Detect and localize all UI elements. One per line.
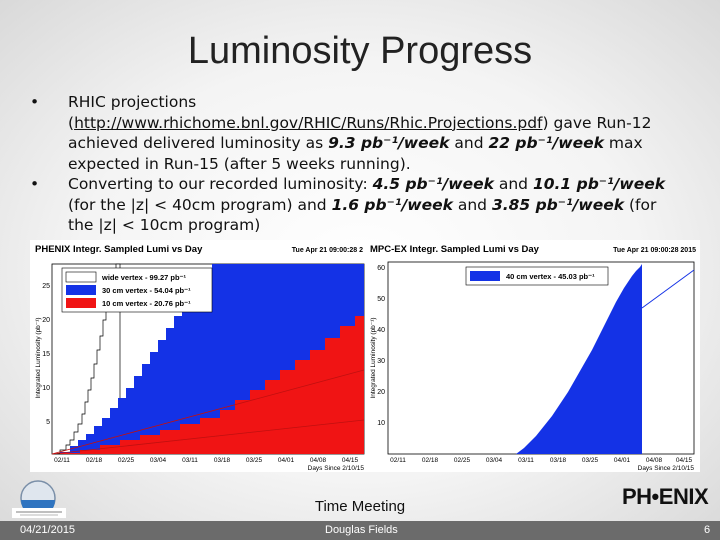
x-tick-label: 02/18 (422, 457, 439, 464)
x-tick-label: 03/18 (550, 457, 567, 464)
bullet-dot: • (30, 93, 40, 111)
y-tick-label: 50 (377, 296, 385, 303)
y-axis-label: Integrated Luminosity (pb⁻¹) (35, 317, 42, 398)
emphasis-value: 1.6 pb⁻¹/week (331, 195, 453, 214)
y-tick-label: 20 (377, 389, 385, 396)
y-tick-label: 5 (46, 419, 50, 426)
x-tick-label: 04/01 (278, 457, 295, 464)
bullet-text: (for the |z| < 10cm program) (68, 195, 657, 235)
mpcex-lumi-svg: MPC-EX Integr. Sampled Lumi vs Day Tue A… (366, 240, 700, 472)
y-tick-label: 25 (42, 283, 50, 290)
emphasis-value: 4.5 pb⁻¹/week (372, 175, 494, 193)
x-tick-label: 04/01 (614, 457, 631, 464)
x-tick-label: 04/08 (646, 457, 663, 464)
series-10cm-vertex-area (52, 316, 364, 454)
bullet-text: and (493, 175, 533, 193)
x-tick-label: 03/25 (582, 457, 599, 464)
bullet-list: • RHIC projections (http://www.rhichome.… (30, 92, 680, 236)
x-tick-label: 03/11 (518, 457, 534, 464)
projections-link[interactable]: http://www.rhichome.bnl.gov/RHIC/Runs/Rh… (74, 113, 543, 132)
x-tick-label: 03/11 (182, 457, 198, 464)
legend-label-10cm: 10 cm vertex - 20.76 pb⁻¹ (102, 299, 191, 308)
phenix-logo-text: PH•ENIX (622, 484, 709, 509)
x-tick-label: 04/15 (676, 457, 693, 464)
y-tick-label: 10 (42, 385, 50, 392)
plot-title: PHENIX Integr. Sampled Lumi vs Day (35, 244, 203, 255)
emphasis-value: 3.85 pb⁻¹/week (491, 195, 625, 214)
legend-swatch-10cm (66, 298, 96, 308)
legend-label-30cm: 30 cm vertex - 54.04 pb⁻¹ (102, 286, 191, 295)
x-tick-label: 02/11 (390, 457, 406, 464)
plot-title: MPC-EX Integr. Sampled Lumi vs Day (370, 244, 540, 255)
bullet-text: and (452, 195, 492, 214)
plot-timestamp: Tue Apr 21 09:00:28 2 (292, 247, 363, 254)
footer-date: 04/21/2015 (20, 524, 76, 536)
bullet-text: (for the |z| < 40cm program) and (68, 195, 332, 214)
projection-line (641, 269, 695, 309)
bullet-dot: • (30, 175, 40, 193)
bullet-rhic-projections: • RHIC projections (http://www.rhichome.… (30, 92, 680, 174)
plot-legend: wide vertex - 99.27 pb⁻¹ 30 cm vertex - … (61, 267, 213, 313)
x-tick-label: 02/18 (86, 457, 103, 464)
legend-label-wide: wide vertex - 99.27 pb⁻¹ (101, 273, 186, 282)
y-tick-label: 10 (377, 420, 385, 427)
bullet-text: RHIC projections ( (68, 93, 197, 132)
phenix-lumi-svg: PHENIX Integr. Sampled Lumi vs Day Tue A… (30, 240, 366, 472)
footer-bar: 04/21/2015 Douglas Fields 6 (0, 521, 720, 540)
plot-legend: 40 cm vertex - 45.03 pb⁻¹ (465, 266, 609, 286)
x-tick-label: 03/25 (246, 457, 263, 464)
series-40cm-vertex-area (516, 264, 642, 454)
bullet-recorded-luminosity: • Converting to our recorded luminosity:… (30, 174, 680, 236)
phenix-circle-logo (12, 480, 66, 518)
emphasis-value: 10.1 pb⁻¹/week (532, 175, 666, 193)
x-tick-label: 03/04 (150, 457, 167, 464)
bullet-text: max expected in Run-15 (after 5 weeks ru… (68, 134, 643, 173)
mpcex-lumi-plot: MPC-EX Integr. Sampled Lumi vs Day Tue A… (366, 240, 700, 472)
legend-label-40cm: 40 cm vertex - 45.03 pb⁻¹ (506, 272, 595, 281)
projection-line (51, 419, 365, 455)
footer-author: Douglas Fields (325, 524, 398, 536)
projection-line (51, 369, 365, 455)
plot-frame (387, 261, 695, 455)
y-tick-label: 40 (377, 327, 385, 334)
y-tick-label: 15 (42, 351, 50, 358)
emphasis-value: 9.3 pb⁻¹/week (328, 134, 450, 152)
x-tick-label: 02/25 (118, 457, 135, 464)
phenix-lumi-plot: PHENIX Integr. Sampled Lumi vs Day Tue A… (30, 240, 366, 472)
legend-swatch-wide (65, 271, 97, 283)
x-tick-label: 02/25 (454, 457, 471, 464)
legend-swatch-30cm (66, 285, 96, 295)
plot-timestamp: Tue Apr 21 09:00:28 2015 (613, 247, 696, 254)
y-axis-label: Integrated Luminosity (pb⁻¹) (370, 317, 377, 398)
y-tick-label: 30 (377, 358, 385, 365)
x-tick-label: 04/08 (310, 457, 327, 464)
y-tick-label: 20 (42, 317, 50, 324)
legend-swatch-40cm (470, 271, 500, 281)
x-tick-label: 04/15 (342, 457, 359, 464)
x-axis-label: Days Since 2/10/15 (308, 465, 365, 472)
x-tick-label: 02/11 (54, 457, 70, 464)
x-tick-label: 03/04 (486, 457, 503, 464)
bullet-text: ) gave Run-12 achieved delivered luminos… (68, 113, 652, 153)
bullet-text: and (449, 134, 489, 152)
x-tick-label: 03/18 (214, 457, 231, 464)
slide-title: Luminosity Progress (187, 30, 533, 72)
footer-meeting: Time Meeting (314, 498, 406, 515)
emphasis-value: 22 pb⁻¹/week (488, 134, 604, 152)
y-tick-label: 60 (377, 265, 385, 272)
footer-page-number: 6 (704, 524, 711, 536)
x-axis-label: Days Since 2/10/15 (638, 465, 695, 472)
bullet-text: Converting to our recorded luminosity: (68, 175, 373, 193)
